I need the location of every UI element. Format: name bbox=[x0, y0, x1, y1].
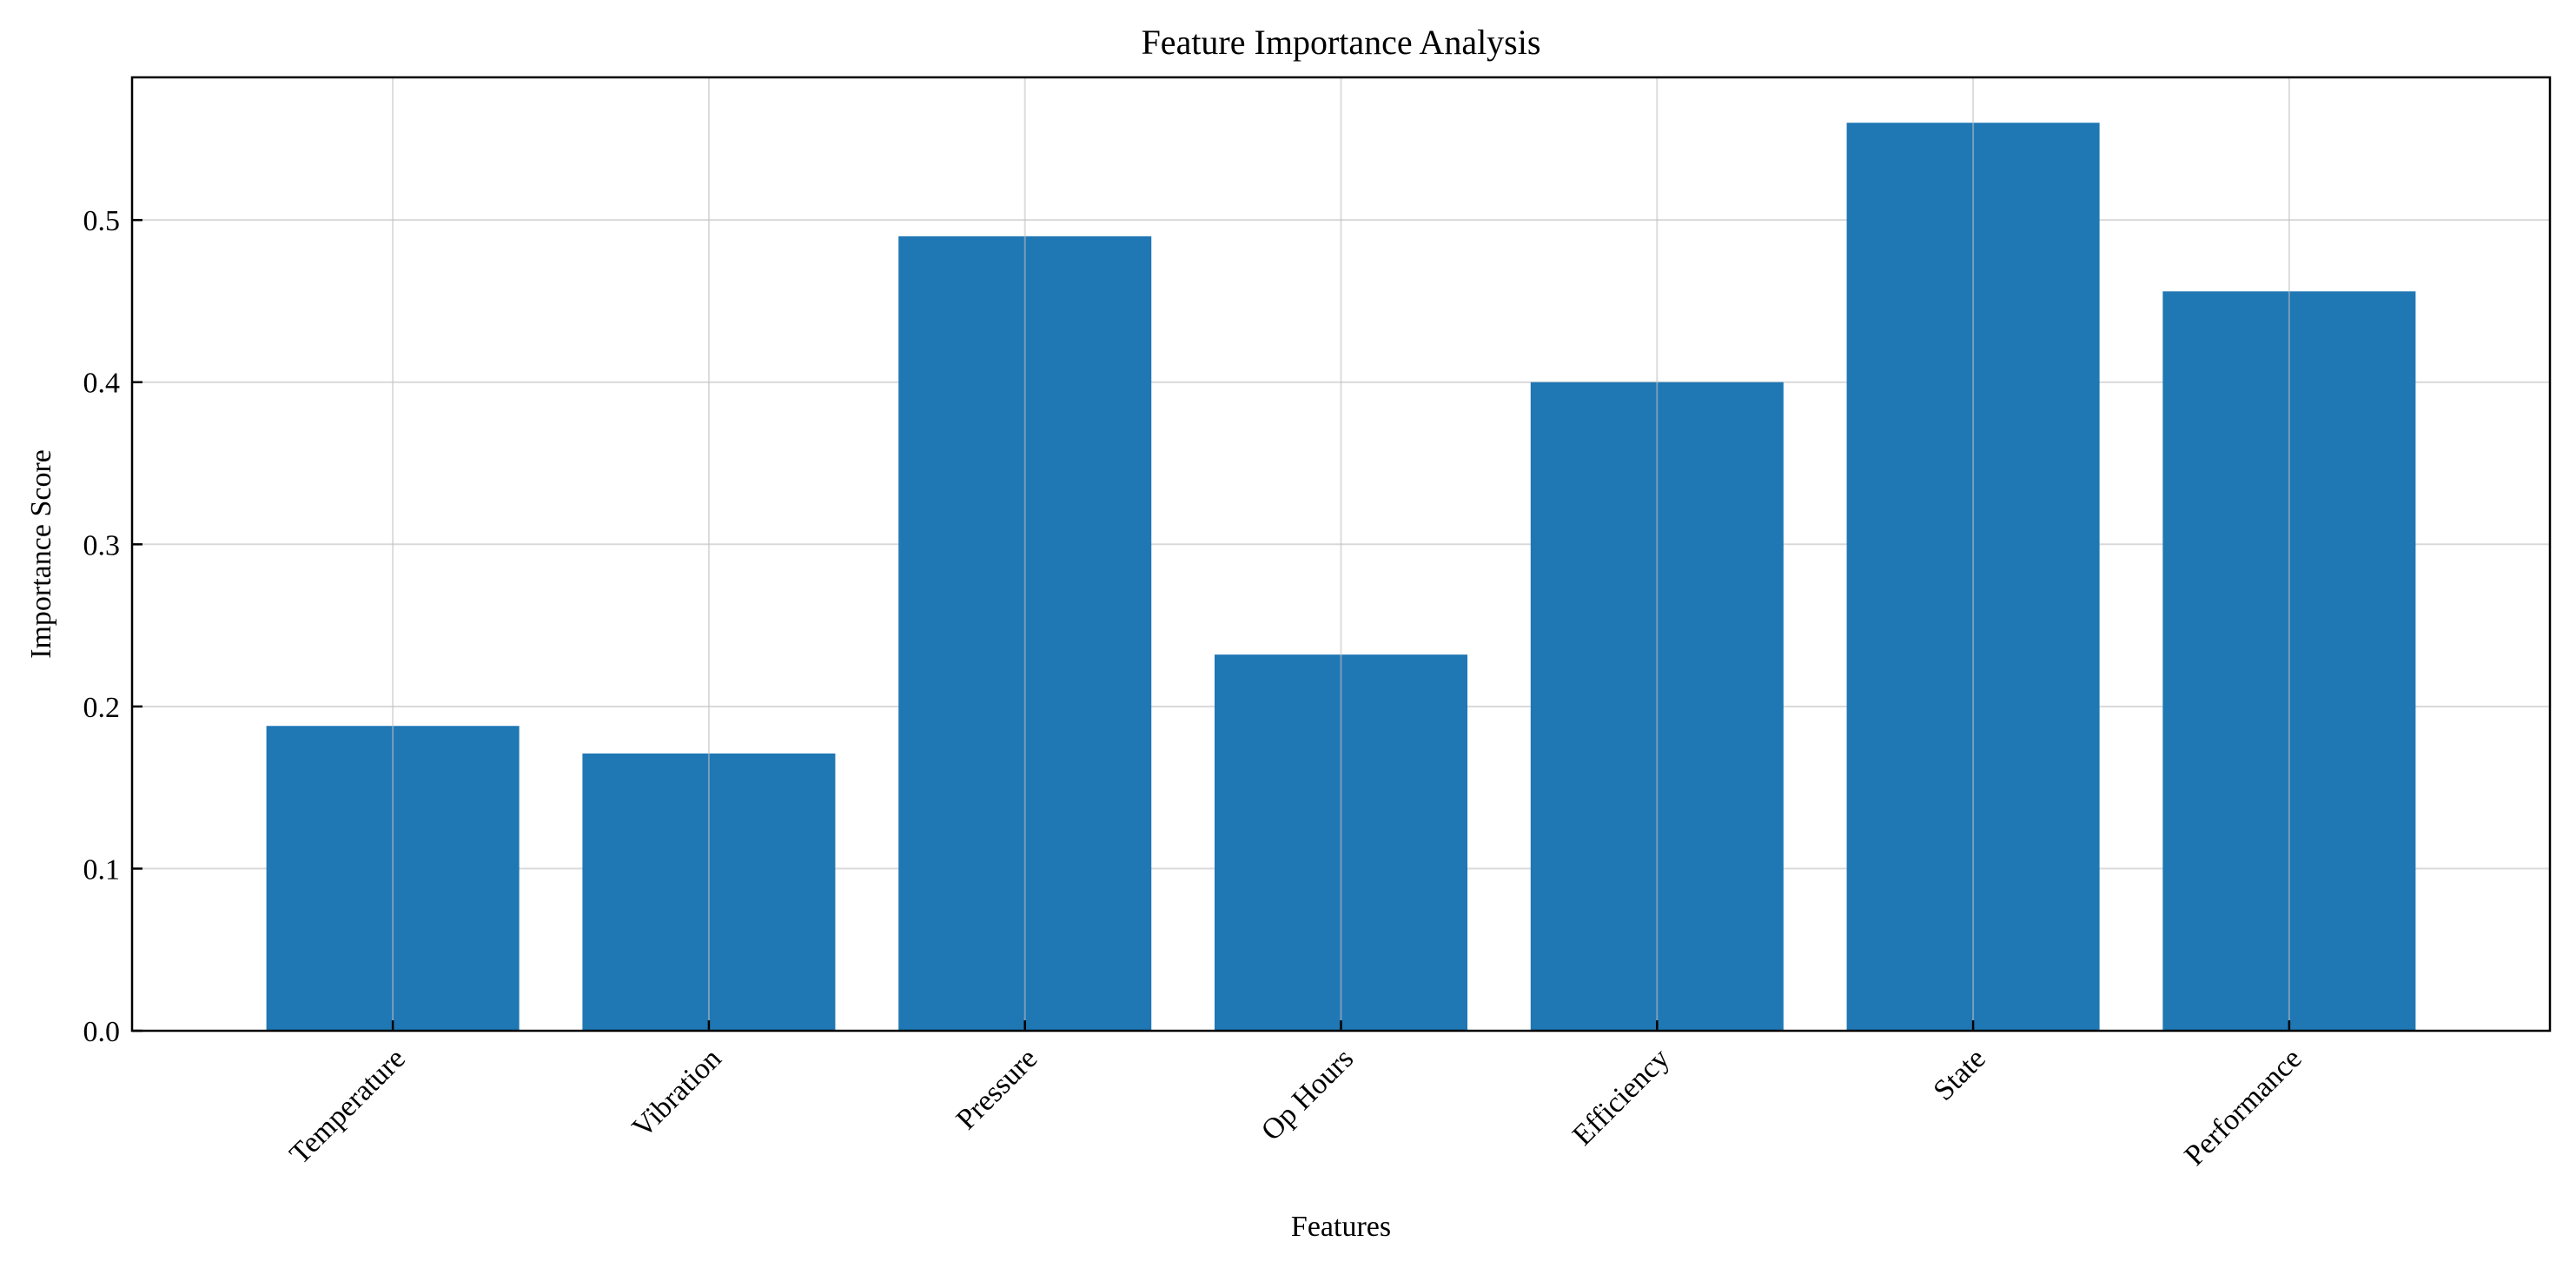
x-tick-label: Op Hours bbox=[1255, 1042, 1360, 1146]
x-tick-label: Pressure bbox=[950, 1042, 1044, 1136]
x-axis-label: Features bbox=[1291, 1211, 1391, 1243]
x-tick-label: Performance bbox=[2179, 1042, 2308, 1172]
x-tick-label: Efficiency bbox=[1566, 1042, 1676, 1152]
x-tick-label: Vibration bbox=[626, 1042, 728, 1144]
y-axis-label: Importance Score bbox=[25, 449, 57, 659]
x-tick-label: State bbox=[1928, 1042, 1992, 1106]
chart-title: Feature Importance Analysis bbox=[1142, 23, 1541, 62]
y-tick-label: 0.4 bbox=[83, 368, 121, 400]
y-tick-label: 0.2 bbox=[83, 692, 121, 724]
x-tick-label: Temperature bbox=[283, 1042, 411, 1170]
y-tick-label: 0.1 bbox=[83, 853, 121, 886]
y-tick-label: 0.0 bbox=[83, 1016, 121, 1048]
x-grid-layer bbox=[392, 77, 2290, 1031]
y-tick-label: 0.3 bbox=[83, 529, 121, 561]
y-tick-label: 0.5 bbox=[83, 205, 121, 237]
